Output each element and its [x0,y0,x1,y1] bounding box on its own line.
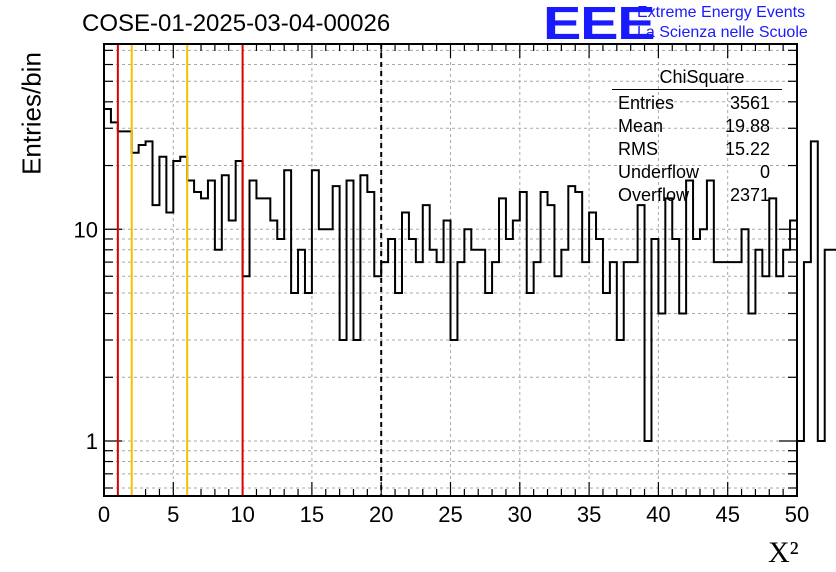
stats-row: Overflow 2371 [612,184,782,207]
tick-labels: 0 5 10 15 20 25 30 35 40 45 50 1 10 [74,217,810,527]
y-tick-label: 10 [74,217,98,242]
axis-ticks [103,44,798,496]
x-tick-label: 20 [369,502,393,527]
stats-value: 0 [759,162,770,182]
threshold-lines [116,44,383,496]
stats-row: Mean 19.88 [612,115,782,138]
stats-box: ChiSquare Entries 3561 Mean 19.88 RMS 15.22… [612,66,782,207]
y-tick-label: 1 [86,429,98,454]
stats-value: 2371 [729,185,770,205]
stats-row: RMS 15.22 [612,138,782,161]
x-tick-label: 25 [438,502,462,527]
eee-logo-letters: EEE [543,0,656,49]
stats-row: Underflow 0 [612,161,782,184]
histogram-series [104,107,836,443]
logo-line-1: Extreme Energy Events [637,4,806,21]
x-tick-label: 15 [300,502,324,527]
chart-title: COSE-01-2025-03-04-00026 [82,10,391,37]
stats-value: 15.22 [724,139,770,159]
stats-value: 19.88 [724,116,770,136]
stats-value: 3561 [729,93,770,113]
stats-title: ChiSquare [612,66,782,90]
x-tick-label: 5 [167,502,179,527]
stats-label: Underflow [618,162,700,182]
x-axis-label: X² [768,536,799,569]
x-tick-label: 40 [646,502,670,527]
plot-frame [103,43,798,497]
stats-label: Mean [618,116,664,136]
stats-label: RMS [618,139,658,159]
x-tick-label: 45 [715,502,739,527]
x-tick-label: 0 [98,502,110,527]
stats-label: Entries [618,93,675,113]
stats-row: Entries 3561 [612,92,782,115]
x-tick-label: 50 [785,502,809,527]
y-axis-label: Entries/bin [16,52,47,175]
x-tick-label: 30 [508,502,532,527]
x-tick-label: 35 [577,502,601,527]
stats-label: Overflow [618,185,690,205]
logo-line-2: La Scienza nelle Scuole [637,24,808,41]
x-tick-label: 10 [230,502,254,527]
